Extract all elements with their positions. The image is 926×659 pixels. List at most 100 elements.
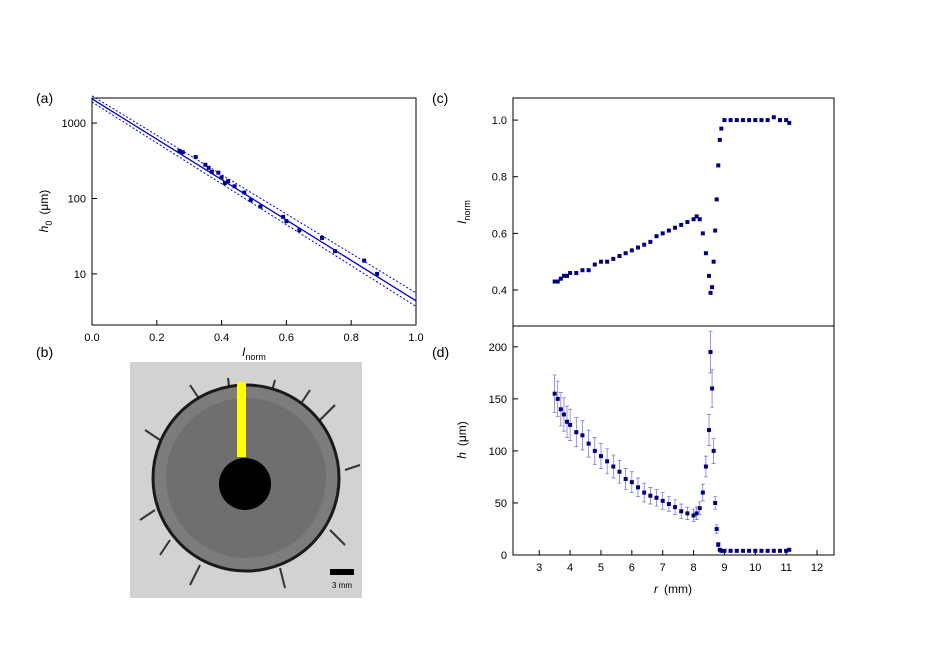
data-point: [728, 548, 733, 553]
data-point: [685, 220, 690, 225]
y-tick-label: 0: [501, 550, 507, 562]
y-tick-label: 200: [489, 342, 507, 354]
y-tick-label: 50: [495, 498, 507, 510]
data-point: [673, 505, 678, 510]
data-point: [636, 245, 641, 250]
data-point: [740, 548, 745, 553]
confidence-line: [91, 101, 417, 307]
data-point: [666, 228, 671, 233]
data-point: [679, 222, 684, 227]
data-point: [574, 430, 579, 435]
plot-frame: [91, 97, 417, 326]
data-point: [648, 493, 653, 498]
chart-panel: (c) 0.4 0.6 0.8 1.0 Inorm: [432, 90, 835, 327]
data-point: [759, 118, 764, 123]
y-tick-label: 0.6: [492, 228, 507, 240]
data-point: [714, 526, 719, 531]
data-point: [623, 251, 628, 256]
data-point: [242, 190, 247, 195]
x-tick-label: 6: [629, 562, 635, 574]
data-point: [561, 273, 566, 278]
data-point: [568, 271, 573, 276]
data-point: [284, 219, 289, 224]
data-point: [685, 511, 690, 516]
x-tick-label: 11: [780, 562, 791, 574]
data-point: [623, 477, 628, 482]
data-point: [734, 548, 739, 553]
data-point: [753, 548, 758, 553]
x-axis-label-part: r: [654, 582, 659, 596]
data-point: [787, 120, 792, 125]
data-point: [703, 464, 708, 469]
data-point: [375, 271, 380, 276]
data-point: [697, 217, 702, 222]
chart-panel: (d) 3 4 5 6 7 8 9 10 11 12 0 50 100 150 200 r (mm) h (μm): [432, 325, 835, 596]
data-point: [716, 163, 721, 168]
x-axis-label-part: I: [242, 345, 246, 359]
data-point: [753, 118, 758, 123]
data-point: [180, 150, 185, 155]
data-point: [654, 495, 659, 500]
data-point: [706, 428, 711, 433]
y-axis-label: Inorm: [455, 200, 472, 224]
scale-label: 3 mm: [332, 581, 352, 590]
data-point: [552, 391, 557, 396]
chart-panel: (a) 0.0 0.2 0.4 0.6 0.8 1.0 10 100 1000 Inorm h0 (μm…: [36, 90, 424, 362]
data-point: [648, 239, 653, 244]
data-point: [219, 175, 224, 180]
data-point: [226, 179, 231, 184]
x-tick-label: 0.2: [149, 332, 164, 344]
data-point: [747, 548, 752, 553]
data-point: [713, 500, 718, 505]
data-point: [552, 279, 557, 284]
y-axis-label-part: 0: [44, 221, 54, 226]
data-point: [617, 254, 622, 259]
data-point: [629, 248, 634, 253]
y-tick-label: 100: [489, 446, 507, 458]
data-point: [722, 118, 727, 123]
data-point: [710, 386, 715, 391]
x-tick-label: 0.4: [214, 332, 229, 344]
y-tick-label: 1.0: [492, 115, 507, 127]
data-point: [708, 290, 713, 295]
y-axis-label-part: norm: [462, 200, 472, 221]
y-axis-label-part: (μm): [37, 190, 51, 215]
data-point: [722, 548, 727, 553]
data-point: [558, 407, 563, 412]
y-axis-label-part: (μm): [455, 421, 469, 446]
plot-frame: [512, 325, 835, 556]
data-point: [714, 197, 719, 202]
profile-line: [237, 382, 246, 457]
data-point: [629, 480, 634, 485]
y-axis-label-part: h: [37, 225, 51, 232]
data-point: [694, 214, 699, 219]
data-point: [642, 490, 647, 495]
data-point: [586, 441, 591, 446]
data-point: [784, 548, 789, 553]
data-point: [177, 149, 182, 154]
y-tick-label: 100: [68, 193, 86, 205]
data-point: [193, 154, 198, 159]
x-tick-label: 7: [660, 562, 666, 574]
data-point: [248, 198, 253, 203]
data-point: [574, 271, 579, 276]
data-point: [734, 118, 739, 123]
data-point: [697, 506, 702, 511]
data-point: [710, 285, 715, 290]
data-point: [711, 448, 716, 453]
data-point: [666, 501, 671, 506]
data-point: [611, 464, 616, 469]
y-tick-label: 150: [489, 394, 507, 406]
x-tick-label: 0.8: [344, 332, 359, 344]
y-axis-label: h0 (μm): [37, 190, 54, 233]
data-point: [673, 225, 678, 230]
data-point: [787, 547, 792, 552]
x-axis-label-part: (mm): [664, 582, 692, 596]
data-point: [700, 490, 705, 495]
data-point: [703, 251, 708, 256]
data-point: [568, 422, 573, 427]
x-tick-label: 8: [691, 562, 697, 574]
data-point: [642, 242, 647, 247]
data-point: [759, 548, 764, 553]
data-point: [320, 235, 325, 240]
